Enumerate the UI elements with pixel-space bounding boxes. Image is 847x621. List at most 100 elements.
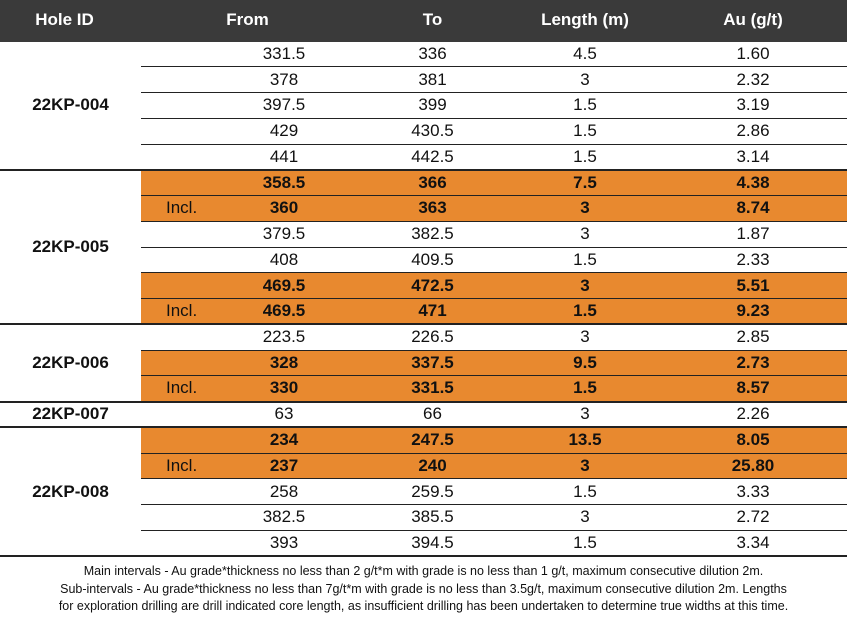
to-cell: 259.5 [354,478,511,505]
to-cell: 472.5 [354,272,511,299]
length-cell: 4.5 [511,41,659,68]
to-cell: 226.5 [354,324,511,351]
table-row: 22KP-006 223.5 226.5 3 2.85 [0,324,847,403]
incl-cell [141,144,214,171]
to-cell: 381 [354,66,511,93]
footnote: Main intervals - Au grade*thickness no l… [0,563,847,616]
length-cell: 1.5 [511,478,659,505]
hole-id-cell: 22KP-006 [0,324,141,403]
au-cell: 3.34 [659,530,847,557]
to-cell: 471 [354,298,511,326]
table-row: 382.5 385.5 3 2.72 [0,504,847,531]
to-cell: 385.5 [354,504,511,531]
au-cell: 2.72 [659,504,847,531]
from-cell: 237 [214,453,354,480]
table-row: 258 259.5 1.5 3.33 [0,478,847,505]
incl-cell [141,92,214,119]
from-cell: 328 [214,350,354,377]
au-cell: 2.85 [659,324,847,351]
table-row: 328 337.5 9.5 2.73 [0,350,847,377]
au-cell: 8.57 [659,375,847,403]
from-cell: 258 [214,478,354,505]
au-cell: 5.51 [659,272,847,299]
hole-id-cell: 22KP-007 [0,401,141,429]
from-cell: 469.5 [214,272,354,299]
au-cell: 4.38 [659,169,847,196]
table-row: 22KP-005 358.5 366 7.5 4.38 [0,169,847,326]
from-cell: 379.5 [214,221,354,248]
table-body: 22KP-004 331.5 336 4.5 1.60 378 381 3 2.32 397.5 3… [0,41,847,557]
from-cell: 382.5 [214,504,354,531]
header-hole-id: Hole ID [0,0,141,42]
au-cell: 25.80 [659,453,847,480]
header-au: Au (g/t) [659,0,847,42]
length-cell: 1.5 [511,530,659,557]
hole-id-cell: 22KP-004 [0,41,141,171]
table-row: 22KP-007 63 66 3 2.26 [0,401,847,429]
to-cell: 399 [354,92,511,119]
drill-results-table: Hole ID From To Length (m) Au (g/t) 22KP… [0,0,847,557]
to-cell: 336 [354,41,511,68]
to-cell: 366 [354,169,511,196]
au-cell: 9.23 [659,298,847,326]
to-cell: 382.5 [354,221,511,248]
incl-cell [141,504,214,531]
from-cell: 331.5 [214,41,354,68]
au-cell: 2.26 [659,401,847,429]
table-row: 393 394.5 1.5 3.34 [0,530,847,557]
au-cell: 1.60 [659,41,847,68]
from-cell: 358.5 [214,169,354,196]
footnote-line-3: for exploration drilling are drill indic… [58,599,789,613]
incl-cell [141,247,214,274]
from-cell: 378 [214,66,354,93]
incl-cell [141,221,214,248]
length-cell: 1.5 [511,92,659,119]
length-cell: 3 [511,221,659,248]
length-cell: 3 [511,401,659,429]
length-cell: 1.5 [511,118,659,145]
length-cell: 3 [511,195,659,222]
to-cell: 337.5 [354,350,511,377]
incl-cell [141,118,214,145]
length-cell: 1.5 [511,144,659,171]
header-row: Hole ID From To Length (m) Au (g/t) [0,0,847,42]
au-cell: 8.74 [659,195,847,222]
au-cell: 1.87 [659,221,847,248]
hole-id-cell: 22KP-008 [0,427,141,557]
incl-cell [141,41,214,68]
from-cell: 397.5 [214,92,354,119]
length-cell: 3 [511,504,659,531]
length-cell: 3 [511,453,659,480]
incl-cell [141,530,214,557]
table-row: Incl. 237 240 3 25.80 [0,453,847,480]
to-cell: 363 [354,195,511,222]
incl-cell [141,324,214,351]
table-row: 429 430.5 1.5 2.86 [0,118,847,145]
incl-cell [141,66,214,93]
footnote-line-1: Main intervals - Au grade*thickness no l… [83,564,764,578]
table-row: 379.5 382.5 3 1.87 [0,221,847,248]
table-row: Incl. 360 363 3 8.74 [0,195,847,222]
length-cell: 9.5 [511,350,659,377]
incl-cell: Incl. [141,298,214,326]
incl-cell [141,427,214,454]
to-cell: 66 [354,401,511,429]
header-length: Length (m) [511,0,659,42]
table-row: Incl. 469.5 471 1.5 9.23 [0,298,847,326]
length-cell: 1.5 [511,298,659,326]
au-cell: 2.86 [659,118,847,145]
au-cell: 2.73 [659,350,847,377]
au-cell: 3.19 [659,92,847,119]
from-cell: 469.5 [214,298,354,326]
length-cell: 13.5 [511,427,659,454]
to-cell: 240 [354,453,511,480]
to-cell: 394.5 [354,530,511,557]
from-cell: 234 [214,427,354,454]
au-cell: 3.33 [659,478,847,505]
length-cell: 3 [511,272,659,299]
table-row: 408 409.5 1.5 2.33 [0,247,847,274]
incl-cell: Incl. [141,375,214,403]
header-from: From [141,0,354,42]
incl-cell [141,272,214,299]
length-cell: 1.5 [511,247,659,274]
